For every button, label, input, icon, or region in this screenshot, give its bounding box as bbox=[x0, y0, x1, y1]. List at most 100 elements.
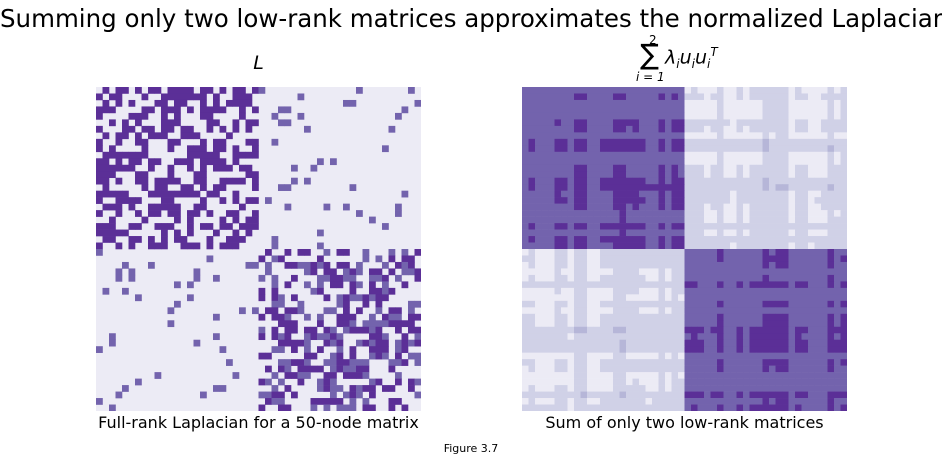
heatmap-cell bbox=[697, 177, 705, 185]
heatmap-cell bbox=[645, 223, 653, 230]
heatmap-cell bbox=[652, 333, 659, 341]
heatmap-cell bbox=[291, 261, 298, 269]
heatmap-cell bbox=[600, 216, 607, 224]
heatmap-cell bbox=[561, 268, 568, 276]
heatmap-cell bbox=[593, 203, 601, 211]
heatmap-cell bbox=[613, 313, 620, 321]
heatmap-cell bbox=[600, 93, 607, 101]
heatmap-cell bbox=[102, 164, 110, 172]
heatmap-cell bbox=[561, 184, 568, 191]
heatmap-cell bbox=[632, 236, 640, 243]
heatmap-cell bbox=[632, 372, 640, 379]
heatmap-cell bbox=[723, 236, 731, 243]
heatmap-cell bbox=[535, 112, 542, 120]
heatmap-cell bbox=[684, 138, 692, 146]
heatmap-cell bbox=[808, 255, 815, 263]
heatmap-cell bbox=[717, 132, 724, 140]
heatmap-cell bbox=[730, 87, 737, 94]
heatmap-cell bbox=[665, 132, 672, 140]
heatmap-cell bbox=[808, 99, 815, 107]
heatmap-cell bbox=[265, 249, 272, 256]
heatmap-cell bbox=[645, 145, 653, 153]
heatmap-cell bbox=[645, 339, 653, 347]
heatmap-cell bbox=[606, 404, 614, 411]
heatmap-cell bbox=[691, 404, 698, 411]
heatmap-cell bbox=[723, 151, 731, 159]
heatmap-cell bbox=[567, 333, 575, 341]
heatmap-cell bbox=[632, 145, 640, 153]
heatmap-cell bbox=[587, 287, 594, 295]
heatmap-cell bbox=[684, 326, 692, 334]
heatmap-cell bbox=[736, 391, 744, 399]
heatmap-cell bbox=[304, 177, 311, 185]
heatmap-cell bbox=[349, 404, 357, 411]
heatmap-cell bbox=[678, 171, 685, 179]
heatmap-cell bbox=[691, 216, 698, 224]
heatmap-cell bbox=[639, 346, 646, 353]
heatmap-cell bbox=[743, 164, 750, 172]
heatmap-cell bbox=[200, 93, 207, 101]
heatmap-cell bbox=[801, 398, 809, 405]
heatmap-cell bbox=[606, 171, 614, 179]
heatmap-cell bbox=[756, 93, 763, 101]
heatmap-cell bbox=[652, 255, 659, 263]
heatmap-cell bbox=[795, 151, 802, 159]
heatmap-cell bbox=[769, 112, 776, 120]
heatmap-cell bbox=[665, 378, 672, 386]
heatmap-cell bbox=[756, 300, 763, 308]
heatmap-cell bbox=[528, 307, 536, 315]
heatmap-cell bbox=[775, 391, 783, 399]
heatmap-cell bbox=[561, 190, 568, 198]
heatmap-cell bbox=[697, 210, 705, 217]
heatmap-cell bbox=[148, 158, 155, 166]
heatmap-cell bbox=[814, 287, 822, 295]
heatmap-cell bbox=[535, 287, 542, 295]
heatmap-cell bbox=[356, 210, 363, 217]
heatmap-cell bbox=[834, 236, 841, 243]
heatmap-cell bbox=[96, 190, 103, 198]
heatmap-cell bbox=[587, 132, 594, 140]
heatmap-cell bbox=[317, 346, 324, 353]
heatmap-cell bbox=[626, 177, 633, 185]
heatmap-cell bbox=[548, 236, 555, 243]
heatmap-cell bbox=[665, 300, 672, 308]
left-heatmap-xlabel: Full-rank Laplacian for a 50-node matrix bbox=[98, 413, 419, 432]
heatmap-cell bbox=[141, 216, 149, 224]
heatmap-cell bbox=[258, 391, 266, 399]
heatmap-cell bbox=[382, 313, 389, 321]
heatmap-cell bbox=[548, 404, 555, 411]
heatmap-cell bbox=[561, 151, 568, 159]
heatmap-cell bbox=[652, 359, 659, 366]
heatmap-cell bbox=[528, 125, 536, 133]
heatmap-cell bbox=[788, 125, 796, 133]
heatmap-cell bbox=[600, 326, 607, 334]
heatmap-cell bbox=[671, 229, 679, 237]
heatmap-cell bbox=[710, 99, 718, 107]
heatmap-cell bbox=[678, 112, 685, 120]
heatmap-cell bbox=[541, 203, 549, 211]
heatmap-cell bbox=[827, 333, 835, 341]
heatmap-cell bbox=[697, 119, 705, 127]
heatmap-cell bbox=[548, 300, 555, 308]
heatmap-cell bbox=[652, 249, 659, 256]
heatmap-cell bbox=[645, 300, 653, 308]
heatmap-cell bbox=[102, 132, 110, 140]
heatmap-cell bbox=[278, 106, 285, 114]
heatmap-cell bbox=[749, 203, 757, 211]
heatmap-cell bbox=[782, 132, 789, 140]
heatmap-cell bbox=[278, 119, 285, 127]
heatmap-cell bbox=[141, 125, 149, 133]
heatmap-cell bbox=[219, 138, 227, 146]
heatmap-cell bbox=[567, 236, 575, 243]
heatmap-cell bbox=[762, 236, 770, 243]
heatmap-cell bbox=[167, 119, 175, 127]
heatmap-cell bbox=[827, 210, 835, 217]
heatmap-cell bbox=[710, 294, 718, 302]
heatmap-cell bbox=[613, 132, 620, 140]
heatmap-cell bbox=[135, 151, 142, 159]
heatmap-cell bbox=[840, 242, 847, 250]
heatmap-cell bbox=[743, 333, 750, 341]
heatmap-cell bbox=[723, 171, 731, 179]
heatmap-cell bbox=[541, 216, 549, 224]
heatmap-cell bbox=[775, 281, 783, 289]
